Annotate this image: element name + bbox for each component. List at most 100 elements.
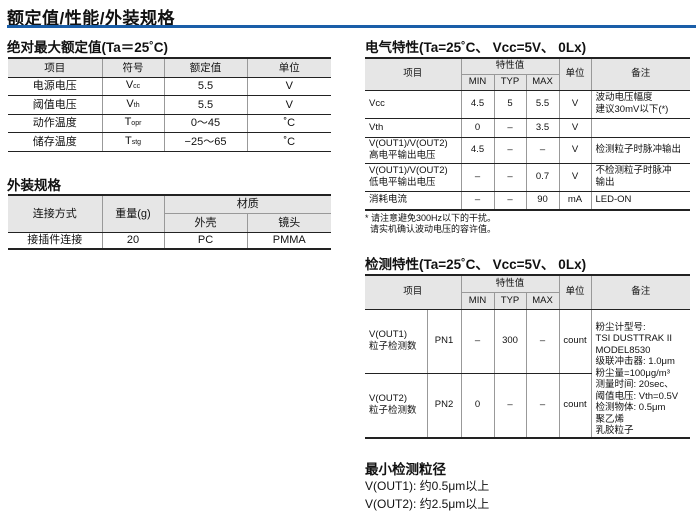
cell-shell: PC [163, 231, 248, 250]
cell-rating: 5.5 [163, 77, 247, 96]
table-row: V(OUT1) 粒子检测数 PN1–300– count 粉尘计型号: TSI DU… [365, 308, 691, 438]
header-max: MAX [525, 291, 560, 310]
header-unit: 单位 [558, 58, 592, 91]
cell-unit: V [558, 89, 592, 119]
cell-note: 检测粒子时脉冲输出 [590, 136, 690, 164]
cell-item: Vcc [365, 89, 462, 119]
header-unit: 单位 [246, 57, 331, 78]
detection-heading: 检测特性(Ta=25˚C、 Vcc=5V、 0Lx) [365, 257, 587, 272]
table-row: V(OUT1)/V(OUT2) 低电平输出电压 – – 0.7 V 不检测粒子时… [365, 162, 690, 192]
header-min: MIN [461, 73, 495, 91]
electrical-footnote: * 请注意避免300Hz以下的干扰。 请实机确认波动电压的容许值。 [365, 213, 497, 234]
cell-note [590, 117, 690, 138]
symbol-main: T [124, 116, 132, 129]
cell-min: – [460, 190, 495, 211]
cell-typ: 300 [493, 308, 527, 375]
cell-pn: PN2 [426, 373, 462, 438]
electrical-table: 项目 特性值 单位 备注 MIN TYP MAX Vcc 4.5 5 5.5 V 波动电压… [365, 57, 690, 211]
cell-typ: – [493, 136, 527, 164]
cell-max: – [525, 373, 560, 438]
header-typ: TYP [493, 291, 527, 310]
cell-rating: 5.5 [163, 95, 247, 115]
cell-max: 5.5 [525, 89, 560, 119]
header-material: 材质 [163, 195, 331, 214]
detection-table: 项目 特性值 单位 备注 MIN TYP MAX V(OUT1) 粒子检测数 PN1–300… [365, 274, 691, 439]
cell-max: 90 [525, 190, 560, 211]
cell-min: – [460, 308, 495, 375]
min-particle-heading: 最小检测粒径 [365, 462, 446, 477]
table-row: 消耗电流 – – 90 mA LED-ON [365, 190, 690, 211]
header-note: 备注 [590, 275, 691, 310]
cell-unit: V [246, 95, 331, 115]
header-symbol: 符号 [101, 57, 164, 78]
header-unit: 单位 [558, 275, 592, 310]
cell-min: 4.5 [460, 89, 495, 119]
cell-rating: 0～45 [163, 114, 247, 133]
cell-item: 动作温度 [8, 114, 102, 133]
header-item: 项目 [8, 57, 102, 78]
package-heading: 外装规格 [7, 178, 61, 193]
cell-unit: count [558, 373, 592, 438]
table-row: V(OUT2) 粒子检测数 PN2 0– – count [365, 373, 690, 438]
table-row: 阈值电压 Vth 5.5 V [8, 95, 331, 115]
cell-unit: count [558, 308, 592, 375]
table-row: Vcc 4.5 5 5.5 V 波动电压幅度 建议30mV以下(*) [365, 89, 690, 119]
cell-max: 0.7 [525, 162, 560, 192]
electrical-heading: 电气特性(Ta=25˚C、 Vcc=5V、 0Lx) [365, 40, 587, 55]
min-particle-out1: V(OUT1): 约0.5μm以上 [365, 479, 490, 493]
cell-unit: V [558, 117, 592, 138]
cell-min: 4.5 [460, 136, 495, 164]
header-min: MIN [461, 291, 495, 310]
cell-unit: ˚C [246, 114, 331, 133]
title-underline [7, 25, 696, 28]
cell-item: V(OUT1)/V(OUT2) 低电平输出电压 [365, 162, 462, 192]
table-row: 动作温度 Topr 0～45 ˚C [8, 114, 331, 133]
cell-typ: – [493, 117, 527, 138]
cell-unit: ˚C [246, 132, 331, 152]
cell-unit: V [558, 136, 592, 164]
cell-note: LED-ON [590, 190, 690, 211]
header-max: MAX [525, 73, 559, 91]
cell-max: – [525, 308, 560, 375]
cell-pn: PN1 [426, 308, 462, 375]
cell-item: V(OUT2) 粒子检测数 [365, 373, 428, 438]
cell-symbol: Topr [101, 114, 164, 133]
symbol-main: T [124, 134, 132, 147]
header-item: 项目 [365, 58, 462, 91]
cell-typ: 5 [493, 89, 527, 119]
table-row: 储存温度 Tstg −25～65 ˚C [8, 132, 331, 152]
header-weight: 重量(g) [101, 195, 165, 233]
cell-typ: – [493, 190, 527, 211]
cell-typ: – [493, 162, 527, 192]
symbol-sub: stg [131, 138, 142, 146]
cell-max: 3.5 [525, 117, 560, 138]
cell-item: 电源电压 [8, 77, 102, 96]
header-lens: 镜头 [246, 212, 331, 233]
cell-item: V(OUT1)/V(OUT2) 高电平输出电压 [365, 136, 462, 164]
table-row: 电源电压 Vcc 5.5 V [8, 77, 331, 96]
header-rating: 额定值 [163, 57, 247, 78]
cell-min: – [460, 162, 495, 192]
header-char: 特性值 [460, 275, 560, 293]
header-typ: TYP [493, 73, 527, 91]
cell-item: Vth [365, 117, 462, 138]
symbol-sub: cc [133, 83, 141, 91]
cell-unit: V [246, 77, 331, 96]
abs-max-table: 项目 符号 额定值 单位 电源电压 Vcc 5.5 V 阈值电压 Vth 5.5 V 动作… [8, 57, 331, 152]
package-table: 连接方式 重量(g) 材质 外壳 镜头 接插件连接 20 PC PMMA [8, 194, 331, 250]
cell-symbol: Tstg [101, 132, 164, 152]
cell-max: – [525, 136, 560, 164]
cell-item: 阈值电压 [8, 95, 102, 115]
cell-lens: PMMA [246, 231, 331, 250]
cell-note: 波动电压幅度 建议30mV以下(*) [590, 89, 690, 119]
cell-item: 消耗电流 [365, 190, 462, 211]
abs-max-heading: 绝对最大额定值(Ta＝25˚C) [7, 40, 169, 55]
page-title: 额定值/性能/外装规格 [7, 9, 175, 28]
cell-min: 0 [460, 373, 495, 438]
cell-note: 粉尘计型号: TSI DUSTTRAK II MODEL8530 级联冲击器: … [590, 308, 691, 438]
cell-weight: 20 [101, 231, 165, 250]
table-row: V(OUT1)/V(OUT2) 高电平输出电压 4.5 – – V 检测粒子时脉… [365, 136, 690, 164]
cell-item: V(OUT1) 粒子检测数 [365, 308, 428, 375]
cell-item: 储存温度 [8, 132, 102, 152]
table-row: 接插件连接 20 PC PMMA [8, 231, 331, 250]
